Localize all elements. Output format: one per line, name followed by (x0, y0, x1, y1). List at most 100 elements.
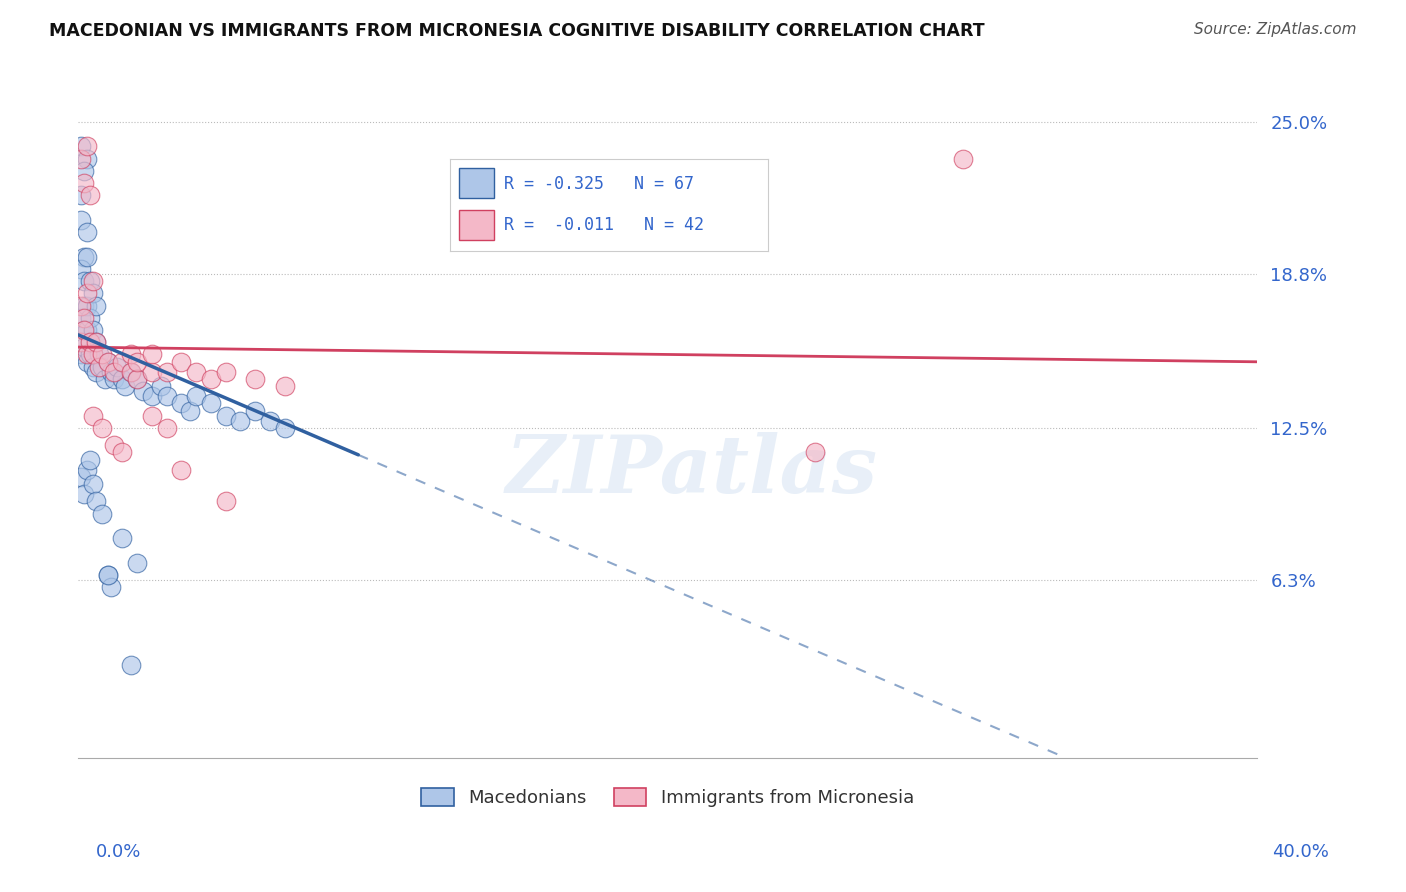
Point (82, 286, 104, 301)
Point (87, 359, 110, 374)
Point (94, 372, 117, 386)
Point (103, 365, 125, 379)
Point (70, 335, 93, 350)
Point (200, 372, 222, 386)
Point (214, 365, 236, 379)
Point (73, 323, 96, 337)
Point (82, 347, 104, 361)
Point (97, 567, 120, 582)
Point (120, 365, 142, 379)
Point (186, 389, 208, 403)
Point (273, 421, 295, 435)
Point (100, 580, 122, 594)
Point (127, 355, 149, 369)
Point (90, 507, 112, 521)
Point (73, 164, 96, 178)
Point (149, 379, 172, 393)
Point (82, 409, 104, 423)
Legend: Macedonians, Immigrants from Micronesia: Macedonians, Immigrants from Micronesia (415, 780, 921, 814)
Point (76, 347, 98, 361)
Point (79, 274, 101, 288)
Point (259, 413, 281, 427)
Point (70, 347, 93, 361)
Point (229, 413, 252, 427)
Point (70, 212, 93, 227)
Point (70, 299, 93, 313)
Point (111, 445, 134, 459)
Point (100, 365, 122, 379)
Point (84, 365, 107, 379)
Point (111, 531, 134, 545)
Point (156, 421, 179, 435)
Point (170, 396, 193, 410)
Point (120, 658, 142, 673)
Point (105, 359, 128, 374)
Point (82, 323, 104, 337)
Point (73, 274, 96, 288)
Point (70, 310, 93, 325)
Point (76, 323, 98, 337)
Point (127, 556, 149, 570)
Point (84, 335, 107, 350)
Point (76, 286, 98, 301)
Point (97, 567, 120, 582)
Point (103, 438, 125, 452)
Point (120, 347, 142, 361)
Point (82, 347, 104, 361)
Point (170, 355, 193, 369)
Point (76, 355, 98, 369)
Point (804, 445, 827, 459)
Point (84, 494, 107, 508)
Text: ZIPatlas: ZIPatlas (505, 432, 877, 509)
Point (73, 310, 96, 325)
Point (76, 462, 98, 476)
Text: 40.0%: 40.0% (1272, 843, 1329, 861)
Point (111, 372, 134, 386)
Point (79, 335, 101, 350)
Point (120, 365, 142, 379)
Point (73, 250, 96, 264)
Point (79, 188, 101, 202)
Point (243, 372, 266, 386)
Point (90, 347, 112, 361)
Point (156, 389, 179, 403)
Point (141, 365, 163, 379)
Point (73, 299, 96, 313)
Point (179, 403, 201, 417)
Point (90, 421, 112, 435)
Point (79, 347, 101, 361)
Text: Source: ZipAtlas.com: Source: ZipAtlas.com (1194, 22, 1357, 37)
Point (114, 379, 136, 393)
Point (73, 340, 96, 354)
Point (170, 462, 193, 476)
Point (214, 409, 236, 423)
Point (200, 396, 222, 410)
Point (76, 225, 98, 239)
Point (79, 452, 101, 467)
Point (82, 274, 104, 288)
Point (111, 355, 134, 369)
Point (127, 372, 149, 386)
Point (70, 152, 93, 166)
Point (127, 372, 149, 386)
Text: 0.0%: 0.0% (96, 843, 141, 861)
Point (90, 359, 112, 374)
Point (79, 310, 101, 325)
Point (84, 299, 107, 313)
Text: MACEDONIAN VS IMMIGRANTS FROM MICRONESIA COGNITIVE DISABILITY CORRELATION CHART: MACEDONIAN VS IMMIGRANTS FROM MICRONESIA… (49, 22, 984, 40)
Point (70, 470, 93, 484)
Point (141, 389, 163, 403)
Point (70, 261, 93, 276)
Point (82, 359, 104, 374)
Point (186, 365, 208, 379)
Point (132, 384, 155, 399)
Point (70, 139, 93, 153)
Point (141, 347, 163, 361)
Point (243, 403, 266, 417)
Point (73, 176, 96, 190)
Point (76, 152, 98, 166)
Point (97, 355, 120, 369)
Point (76, 250, 98, 264)
Point (141, 409, 163, 423)
Point (214, 494, 236, 508)
